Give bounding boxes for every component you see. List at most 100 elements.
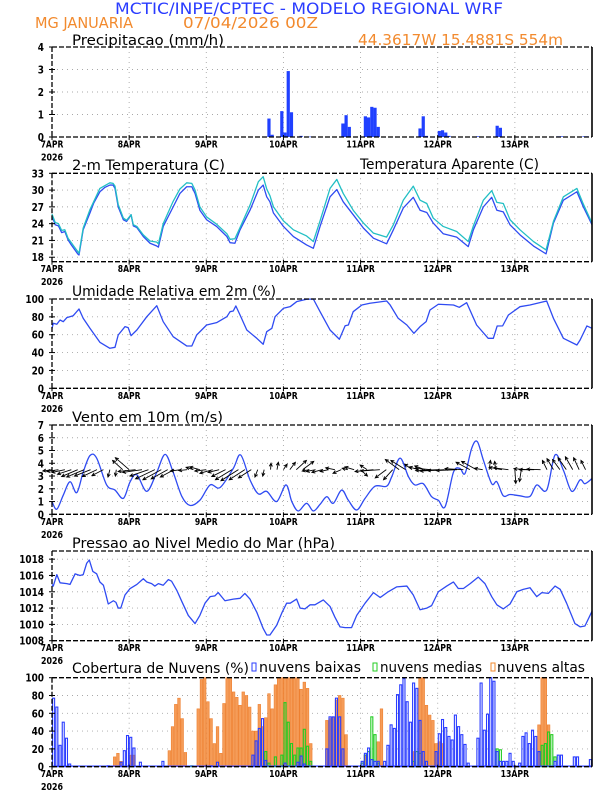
y-tick-label: 1014 <box>19 586 44 599</box>
wind-arrow <box>177 468 188 473</box>
cloud-bar-low <box>511 760 515 768</box>
y-tick-label: 1012 <box>19 602 44 615</box>
cloud-bar-high <box>113 756 117 767</box>
y-tick-label: 1008 <box>19 635 44 648</box>
y-tick-label: 4 <box>38 41 44 54</box>
wind-arrow <box>117 469 136 474</box>
humidity-title: Umidade Relativa em 2m (%) <box>72 284 276 300</box>
wind-arrow <box>150 469 168 480</box>
cloud-bar-high <box>170 726 175 768</box>
x-tick-label: 7APR <box>41 643 64 654</box>
cloud-bar-high <box>293 677 297 768</box>
wind-arrow <box>341 467 348 471</box>
cloud-bar-high <box>212 743 216 767</box>
wind-arrow <box>302 460 315 471</box>
y-tick-label: 60 <box>32 329 45 342</box>
wind-arrow <box>332 469 342 474</box>
y-tick-label: 27 <box>32 201 44 214</box>
wind-arrow <box>188 465 200 471</box>
cloud-bar-high <box>273 684 278 768</box>
x-axis-year-label: 2026 <box>41 404 63 415</box>
y-tick-label: 2 <box>38 86 44 99</box>
cloud-legend: nuvens baixas nuvens medias nuvens altas <box>251 660 585 676</box>
x-tick-label: 8APR <box>118 517 141 528</box>
x-tick-label: 11APR <box>346 769 375 780</box>
cloud-bar-high <box>183 752 187 768</box>
x-tick-label: 10APR <box>269 264 298 275</box>
cloud-bar-high <box>116 753 120 767</box>
cloud-bar-high <box>228 677 232 768</box>
cloud-bar-low <box>392 727 396 768</box>
humidity-grid <box>52 299 592 389</box>
wind-arrow <box>541 459 548 470</box>
panel-precipitation: 0 1 2 3 4 7APR 8APR 9APR 10APR 11APR 12APR 13APR 202… <box>38 41 593 164</box>
x-tick-label: 12APR <box>423 391 452 402</box>
cloud-bar-high <box>196 708 200 767</box>
temperature-grid <box>52 173 592 262</box>
x-tick-label: 7APR <box>41 391 64 402</box>
wind-arrow <box>106 469 111 479</box>
precipitation-bar <box>280 111 284 137</box>
wind-arrow <box>111 459 124 470</box>
cloud-cover-grid <box>52 677 592 767</box>
wind-series <box>41 440 593 512</box>
precipitation-bar <box>363 116 367 137</box>
y-tick-label: 33 <box>32 167 44 180</box>
wind-arrow <box>573 456 580 470</box>
precipitation-bar <box>370 106 374 137</box>
cloud-cover-title: Cobertura de Nuvens (%) <box>72 661 249 677</box>
wind-arrow <box>169 468 181 473</box>
precipitation-bar <box>559 136 564 137</box>
wind-arrow <box>73 469 91 477</box>
y-tick-label: 4 <box>38 457 44 470</box>
cloud-bar-low <box>125 734 130 768</box>
apparent-temperature-legend: Temperatura Aparente (C) <box>359 157 539 173</box>
wind-arrow <box>283 463 288 470</box>
cloud-bar-low <box>386 744 390 768</box>
cloud-bar-high <box>428 714 432 768</box>
y-tick-label: 80 <box>32 690 45 703</box>
precipitation-bar <box>495 125 499 137</box>
panel-temperature: 18 21 24 27 30 33 7APR 8APR 9APR 10APR 11APR 12APR 1… <box>32 167 593 288</box>
run-date-label: 07/04/2026 00Z <box>183 14 318 32</box>
wind-arrow <box>268 462 273 470</box>
header-title: MCTIC/INPE/CPTEC - MODELO REGIONAL WRF <box>115 0 503 18</box>
wind-arrow <box>193 468 207 473</box>
wind-arrow <box>60 469 78 478</box>
cloud-bar-low <box>440 718 445 768</box>
cloud-bar-high <box>235 696 239 768</box>
x-tick-label: 11APR <box>346 643 375 654</box>
y-tick-label: 2 <box>38 483 44 496</box>
cloud-bar-low <box>553 760 557 768</box>
cloud-bar-mid <box>280 754 284 768</box>
x-tick-label: 12APR <box>423 140 452 151</box>
x-tick-label: 9APR <box>195 264 218 275</box>
x-tick-label: 12APR <box>423 264 452 275</box>
x-tick-label: 9APR <box>195 391 218 402</box>
y-tick-label: 3 <box>38 470 44 483</box>
y-tick-label: 40 <box>32 347 45 360</box>
panel-pressure: 1008 1010 1012 1014 1016 1018 7APR 8APR 9APR 10AP… <box>19 550 593 667</box>
wind-arrow <box>389 459 406 471</box>
x-tick-label: 9APR <box>195 769 218 780</box>
wind-arrow <box>210 469 226 478</box>
precipitation-bar <box>289 112 294 137</box>
cloud-bar-low <box>505 760 509 768</box>
pressure-series <box>51 559 593 636</box>
x-tick-label: 8APR <box>118 264 141 275</box>
cloud-bar-low <box>399 684 403 768</box>
wind-arrow <box>310 469 323 474</box>
cloud-bar-high <box>431 720 435 767</box>
cloud-bar-low <box>328 716 332 768</box>
wind-arrow <box>113 469 118 478</box>
precipitation-title: Precipitacao (mm/h) <box>72 33 224 49</box>
precipitation-bar <box>437 130 441 137</box>
x-tick-label: 13APR <box>501 140 530 151</box>
precipitation-grid <box>52 47 592 137</box>
wind-arrow <box>237 469 252 479</box>
cloud-bar-mid <box>267 762 271 768</box>
wind-arrow <box>220 469 239 482</box>
x-tick-label: 8APR <box>118 140 141 151</box>
x-tick-label: 9APR <box>195 643 218 654</box>
